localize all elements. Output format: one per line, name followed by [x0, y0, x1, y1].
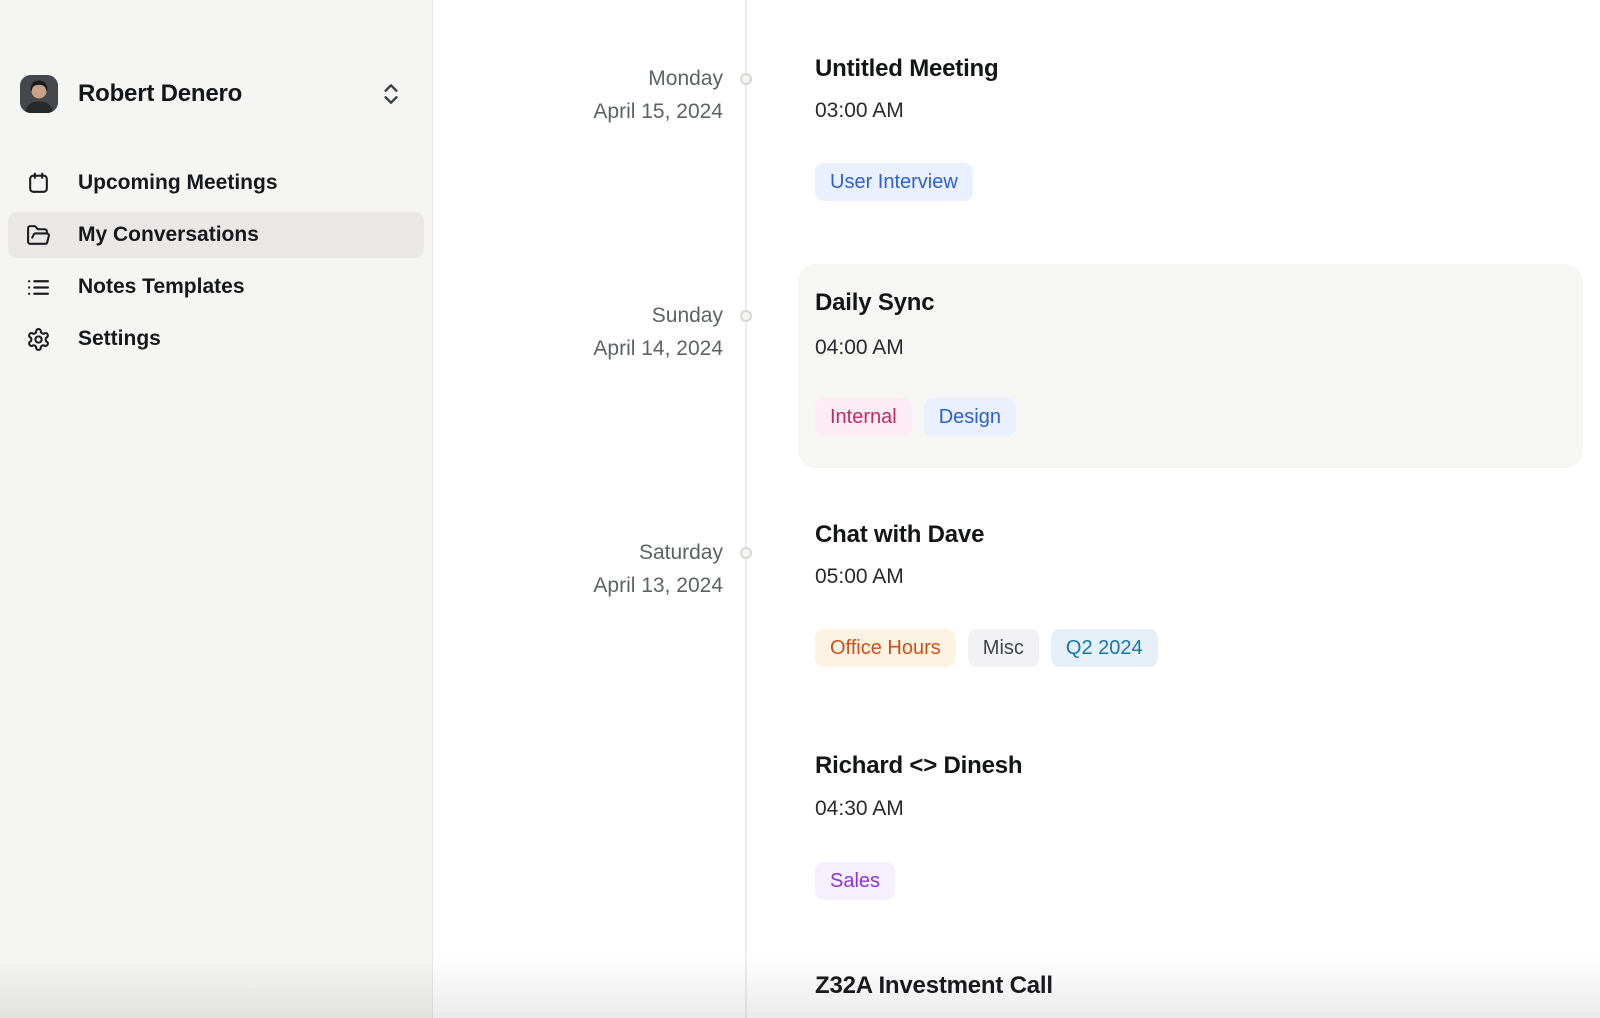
sidebar-nav: Upcoming Meetings My Conversations — [8, 160, 424, 368]
meeting-time: 03:00 AM — [815, 99, 904, 122]
profile-name: Robert Denero — [78, 80, 243, 107]
timeline-dot — [740, 547, 752, 559]
date-full: April 15, 2024 — [593, 100, 723, 123]
gear-icon — [26, 327, 51, 352]
sidebar-item-label: Notes Templates — [78, 275, 245, 298]
sidebar: Robert Denero Upcoming Meetings — [0, 0, 433, 1018]
tag[interactable]: User Interview — [815, 163, 973, 201]
avatar — [20, 75, 58, 113]
date-label: Sunday April 14, 2024 — [434, 299, 723, 365]
meeting-tags: User Interview — [815, 163, 973, 201]
date-day: Monday — [648, 67, 723, 90]
date-day: Saturday — [638, 541, 723, 564]
meeting-tags: Sales — [815, 862, 896, 900]
sidebar-item-label: Settings — [78, 327, 161, 350]
sidebar-item-notes-templates[interactable]: Notes Templates — [8, 264, 424, 310]
folder-open-icon — [26, 223, 51, 248]
meeting-title: Z32A Investment Call — [815, 972, 1053, 999]
timeline-dot — [740, 73, 752, 85]
tag[interactable]: Sales — [815, 862, 896, 900]
meeting-title: Daily Sync — [815, 289, 935, 316]
date-day: Sunday — [651, 304, 723, 327]
meeting-title: Untitled Meeting — [815, 55, 999, 82]
sidebar-item-label: Upcoming Meetings — [78, 171, 278, 194]
meeting-item[interactable]: Richard <> Dinesh 04:30 AM Sales — [815, 752, 1575, 902]
chevrons-up-down-icon — [378, 81, 404, 107]
date-label: Monday April 15, 2024 — [434, 62, 723, 128]
sidebar-item-settings[interactable]: Settings — [8, 316, 424, 362]
meeting-time: 04:30 AM — [815, 797, 904, 820]
date-full: April 14, 2024 — [593, 337, 723, 360]
meeting-tags: Internal Design — [815, 398, 1016, 436]
tag[interactable]: Internal — [815, 398, 912, 436]
list-icon — [26, 275, 51, 300]
conversations-timeline: Monday April 15, 2024 Sunday April 14, 2… — [434, 0, 1600, 1018]
meeting-item-highlighted[interactable]: Daily Sync 04:00 AM Internal Design — [798, 264, 1583, 468]
tag[interactable]: Misc — [967, 629, 1039, 667]
meeting-title: Chat with Dave — [815, 521, 985, 548]
date-label: Saturday April 13, 2024 — [434, 536, 723, 602]
tag[interactable]: Q2 2024 — [1050, 629, 1158, 667]
calendar-icon — [26, 171, 51, 196]
meeting-time: 05:00 AM — [815, 565, 904, 588]
sidebar-item-upcoming-meetings[interactable]: Upcoming Meetings — [8, 160, 424, 206]
tag[interactable]: Design — [923, 398, 1016, 436]
meeting-title: Richard <> Dinesh — [815, 752, 1023, 779]
meeting-tags: Office Hours Misc Q2 2024 — [815, 629, 1158, 667]
timeline-line — [745, 0, 747, 1018]
meeting-item[interactable]: Chat with Dave 05:00 AM Office Hours Mis… — [815, 521, 1575, 671]
account-switcher[interactable]: Robert Denero — [20, 73, 418, 115]
sidebar-item-my-conversations[interactable]: My Conversations — [8, 212, 424, 258]
date-full: April 13, 2024 — [593, 574, 723, 597]
meeting-item[interactable]: Z32A Investment Call — [815, 972, 1575, 1018]
tag[interactable]: Office Hours — [815, 629, 956, 667]
meeting-item[interactable]: Untitled Meeting 03:00 AM User Interview — [815, 55, 1575, 205]
sidebar-item-label: My Conversations — [78, 223, 259, 246]
meeting-time: 04:00 AM — [815, 336, 904, 359]
timeline-dot — [740, 310, 752, 322]
